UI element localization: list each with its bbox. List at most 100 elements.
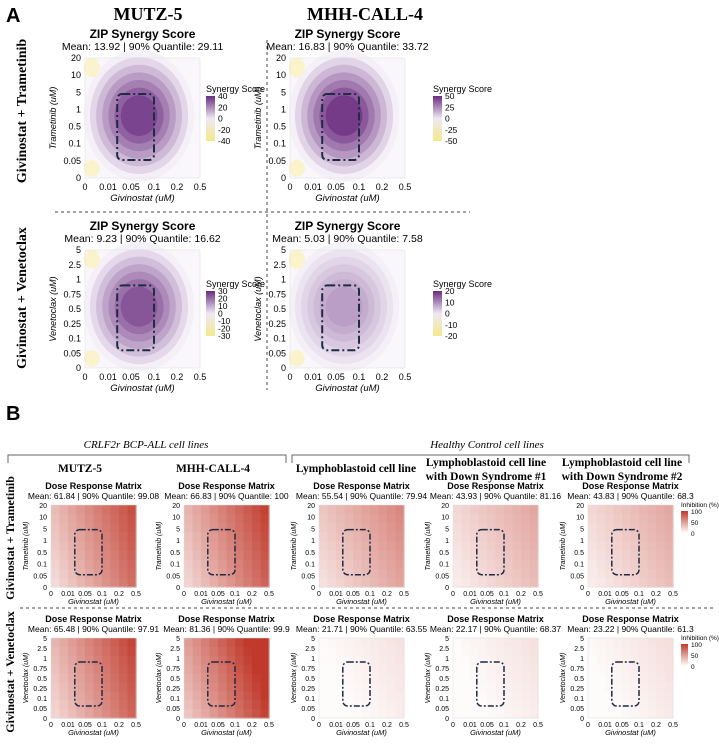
dose-cell <box>639 559 649 570</box>
dose-cell <box>361 682 371 692</box>
dose-cell <box>639 577 649 588</box>
dose-cell <box>378 655 388 666</box>
dose-cell <box>319 673 329 684</box>
dose-cell <box>209 655 219 666</box>
x-tick-label: 0 <box>49 722 53 729</box>
highlight-box <box>476 528 505 576</box>
y-axis-label: Trametinib (uM) <box>560 522 567 571</box>
dose-cell <box>521 550 531 561</box>
dose-cell <box>235 559 245 570</box>
dose-cell <box>102 559 112 570</box>
dose-cell <box>529 638 539 648</box>
dose-cell <box>353 541 363 552</box>
dose-cell <box>504 709 514 719</box>
dose-cell <box>361 532 371 543</box>
dose-cell <box>336 655 346 666</box>
highlight-box <box>116 93 155 161</box>
dose-cell <box>622 541 632 552</box>
dose-cell <box>596 532 606 543</box>
dose-cell <box>361 568 371 579</box>
dose-cell <box>344 514 354 524</box>
dose-cell <box>119 646 129 657</box>
dose-cell <box>327 568 337 579</box>
dose-cell <box>478 532 488 543</box>
y-tick-label: 0 <box>281 173 286 183</box>
y-tick-label: 0.5 <box>574 550 584 557</box>
y-tick-label: 0.05 <box>166 706 180 713</box>
dose-cell <box>512 577 522 588</box>
x-tick-label: 0.1 <box>97 591 107 598</box>
dose-cell <box>192 682 202 692</box>
chart-subtitle: Mean: 5.03 | 90% Quantile: 7.58 <box>272 233 423 245</box>
dose-cell <box>622 700 632 710</box>
dose-cell <box>613 682 623 692</box>
dose-cell <box>361 638 371 648</box>
legend-tick: -20 <box>445 331 458 341</box>
legend-title: Synergy Score <box>433 84 492 94</box>
dose-cell <box>68 673 78 684</box>
dose-cell <box>201 550 211 561</box>
dose-cell <box>76 559 86 570</box>
chart-title: ZIP Synergy Score <box>90 27 196 41</box>
y-tick-label: 0.5 <box>68 122 81 132</box>
x-tick-label: 0.01 <box>99 372 117 382</box>
dose-cell <box>647 673 657 684</box>
dose-cell <box>521 646 531 657</box>
y-tick-label: 5 <box>281 87 286 97</box>
dose-cell <box>470 682 480 692</box>
dose-cell <box>487 638 497 648</box>
dose-cell <box>209 673 219 684</box>
x-tick-label: 0 <box>451 591 455 598</box>
dose-cell <box>647 709 657 719</box>
y-tick-label: 1 <box>76 275 81 285</box>
dose-cell <box>664 638 674 648</box>
dose-cell <box>336 646 346 657</box>
dose-cell <box>59 541 69 552</box>
dose-cell <box>226 541 236 552</box>
dose-cell <box>613 532 623 543</box>
dose-cell <box>378 505 388 515</box>
y-tick-label: 5 <box>43 526 47 533</box>
dose-cell <box>119 691 129 701</box>
dose-cell <box>596 638 606 648</box>
dose-cell <box>51 559 61 570</box>
dose-cell <box>395 514 405 524</box>
x-axis-label: Givinostat (uM) <box>336 728 387 737</box>
dose-cell <box>260 505 270 515</box>
dose-cell <box>235 700 245 710</box>
dose-cell <box>656 577 666 588</box>
y-tick-label: 10 <box>307 515 315 522</box>
dose-cell <box>93 550 103 561</box>
dose-cell <box>235 514 245 524</box>
chart-subtitle: Mean: 23.22 | 90% Quantile: 61.3 <box>567 624 694 634</box>
dose-cell <box>51 709 61 719</box>
dose-cell <box>470 505 480 515</box>
legend-tick: -10 <box>218 316 231 326</box>
dose-cell <box>102 709 112 719</box>
legend-colorbar <box>433 96 442 141</box>
dose-cell <box>453 673 463 684</box>
dose-cell <box>76 514 86 524</box>
dose-cell <box>59 559 69 570</box>
dose-cell <box>512 550 522 561</box>
dose-cell <box>353 638 363 648</box>
dose-cell <box>184 568 194 579</box>
y-tick-label: 0 <box>311 585 315 592</box>
legend-tick: -20 <box>218 324 231 334</box>
dose-cell <box>487 505 497 515</box>
dose-cell <box>596 577 606 588</box>
dose-cell <box>478 709 488 719</box>
dose-cell <box>252 673 262 684</box>
y-tick-label: 0 <box>445 585 449 592</box>
dose-cell <box>656 550 666 561</box>
dose-cell <box>201 532 211 543</box>
x-tick-label: 0.2 <box>382 591 392 598</box>
y-tick-label: 0.05 <box>301 573 315 580</box>
dose-cell <box>260 523 270 533</box>
x-tick-label: 0.01 <box>61 722 75 729</box>
plot-frame <box>587 637 674 719</box>
highlight-box <box>74 528 103 576</box>
dose-cell <box>127 638 137 648</box>
